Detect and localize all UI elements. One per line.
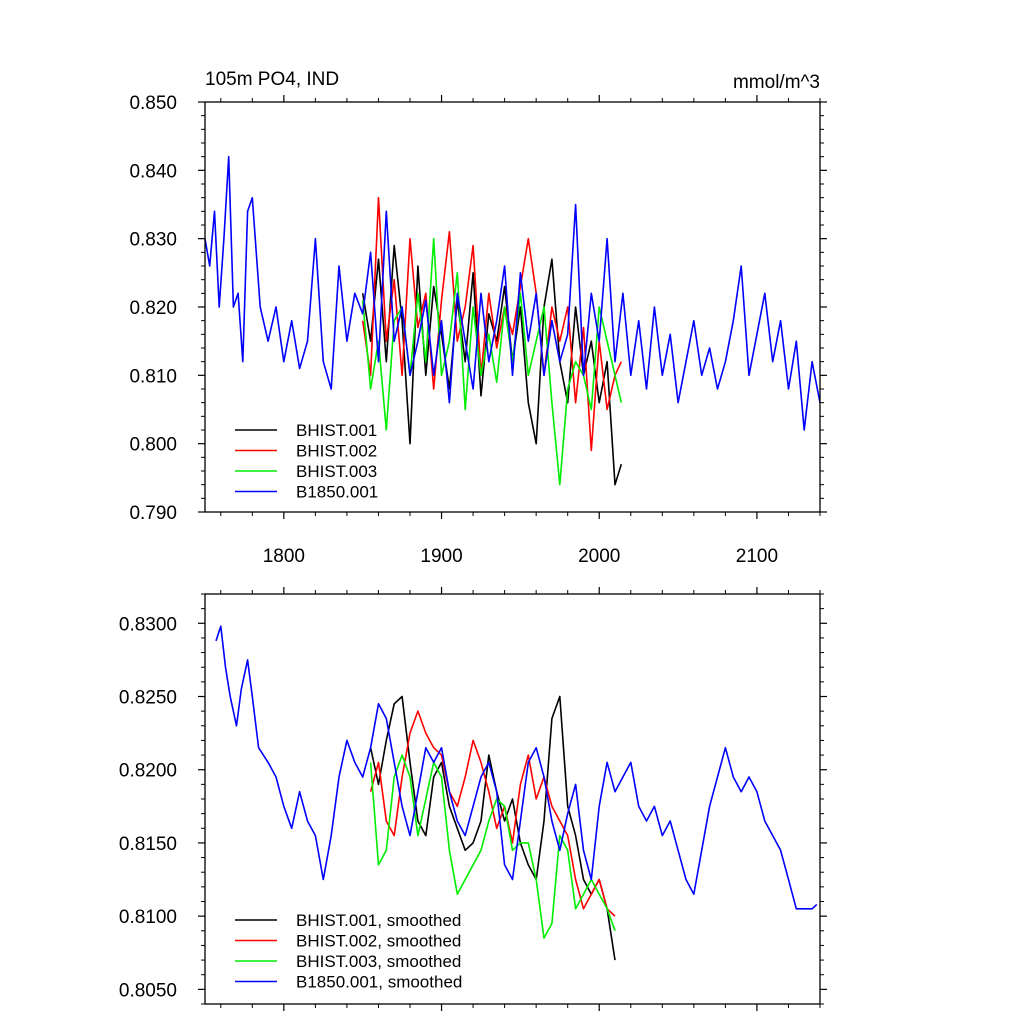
y-tick-label: 0.790 [129, 503, 177, 524]
series-line-bhist-001-smoothed [369, 695, 616, 961]
y-tick-label: 0.8150 [119, 834, 177, 855]
y-tick-label: 0.800 [129, 435, 177, 456]
legend-label: BHIST.003 [296, 462, 377, 481]
y-tick-label: 0.840 [129, 161, 177, 182]
series-line-bhist-001 [361, 244, 623, 486]
y-tick-label: 0.830 [129, 230, 177, 251]
y-tick-label: 0.8100 [119, 907, 177, 928]
y-tick-label: 0.810 [129, 366, 177, 387]
top-chart-panel: 0.790 0.800 0.810 0.820 0.830 0.840 0.850 1800 1… [129, 69, 827, 567]
series-lines [205, 155, 820, 486]
units-label: mmol/m^3 [733, 72, 820, 93]
y-tick-label: 0.8250 [119, 688, 177, 709]
x-tick-label: 2100 [736, 546, 778, 567]
series-line-bhist-003-smoothed [369, 754, 616, 939]
chart-title: 105m PO4, IND [205, 69, 339, 90]
legend: BHIST.001, smoothed BHIST.002, smoothedBH… [235, 911, 462, 992]
legend-label: BHIST.002 [296, 442, 377, 461]
legend-label: B1850.001, smoothed [296, 973, 462, 992]
series-line-bhist-002 [361, 196, 623, 452]
y-tick-label: 0.850 [129, 93, 177, 114]
series-line-b1850-001-smoothed [215, 625, 818, 910]
legend-label: BHIST.003, smoothed [296, 952, 461, 971]
x-tick-label: 1900 [420, 546, 462, 567]
y-tick-label: 0.8300 [119, 614, 177, 635]
legend-label: BHIST.002, smoothed [296, 932, 461, 951]
legend-label: B1850.001 [296, 483, 378, 502]
y-tick-label: 0.820 [129, 298, 177, 319]
series-lines [215, 625, 818, 961]
y-tick-label: 0.8050 [119, 980, 177, 1001]
series-line-b1850-001 [205, 155, 820, 431]
bottom-chart-panel: 0.8050 0.8100 0.8150 0.8200 0.8250 0.8300 BHIS… [119, 587, 827, 1011]
x-tick-label: 1800 [263, 546, 305, 567]
legend-label: BHIST.001, smoothed [296, 911, 461, 930]
x-tick-label: 2000 [578, 546, 620, 567]
y-tick-label: 0.8200 [119, 761, 177, 782]
legend-label: BHIST.001 [296, 421, 377, 440]
